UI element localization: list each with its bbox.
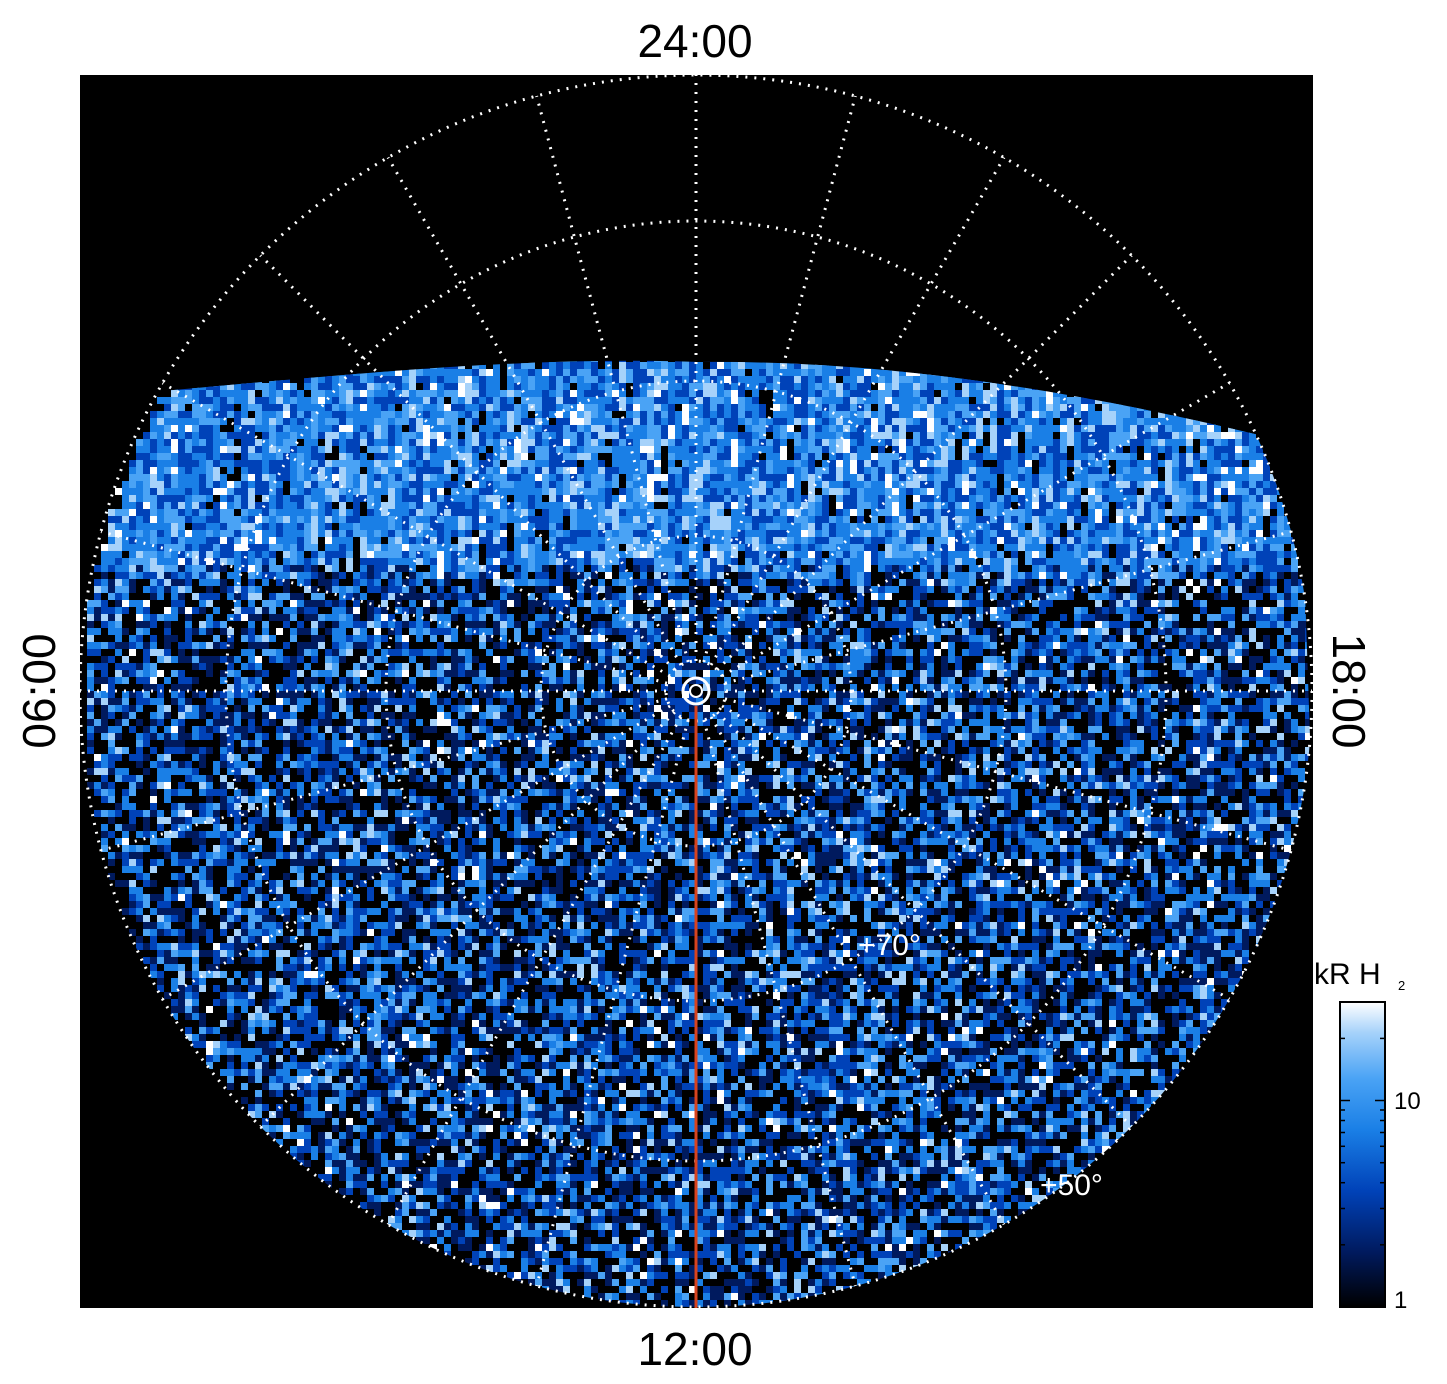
colorbar-gradient: [1339, 1001, 1386, 1308]
colorbar-title: kR H: [1314, 958, 1381, 991]
latitude-label-70: +70°: [858, 929, 921, 962]
colorbar-title-subscript: 2: [1398, 978, 1405, 993]
colorbar-tick-label-1: 1: [1394, 1287, 1407, 1314]
colorbar: kR H 2 10 1: [1314, 958, 1421, 1314]
colorbar-tick-label-10: 10: [1394, 1088, 1421, 1115]
local-time-label-left: 06:00: [13, 633, 65, 748]
pole-marker: [681, 676, 711, 706]
emission-map: [87, 360, 1312, 1307]
local-time-label-bottom: 12:00: [637, 1323, 752, 1375]
local-time-label-right: 18:00: [1323, 633, 1375, 748]
latitude-label-50: +50°: [1040, 1169, 1103, 1202]
local-time-label-top: 24:00: [637, 15, 752, 67]
